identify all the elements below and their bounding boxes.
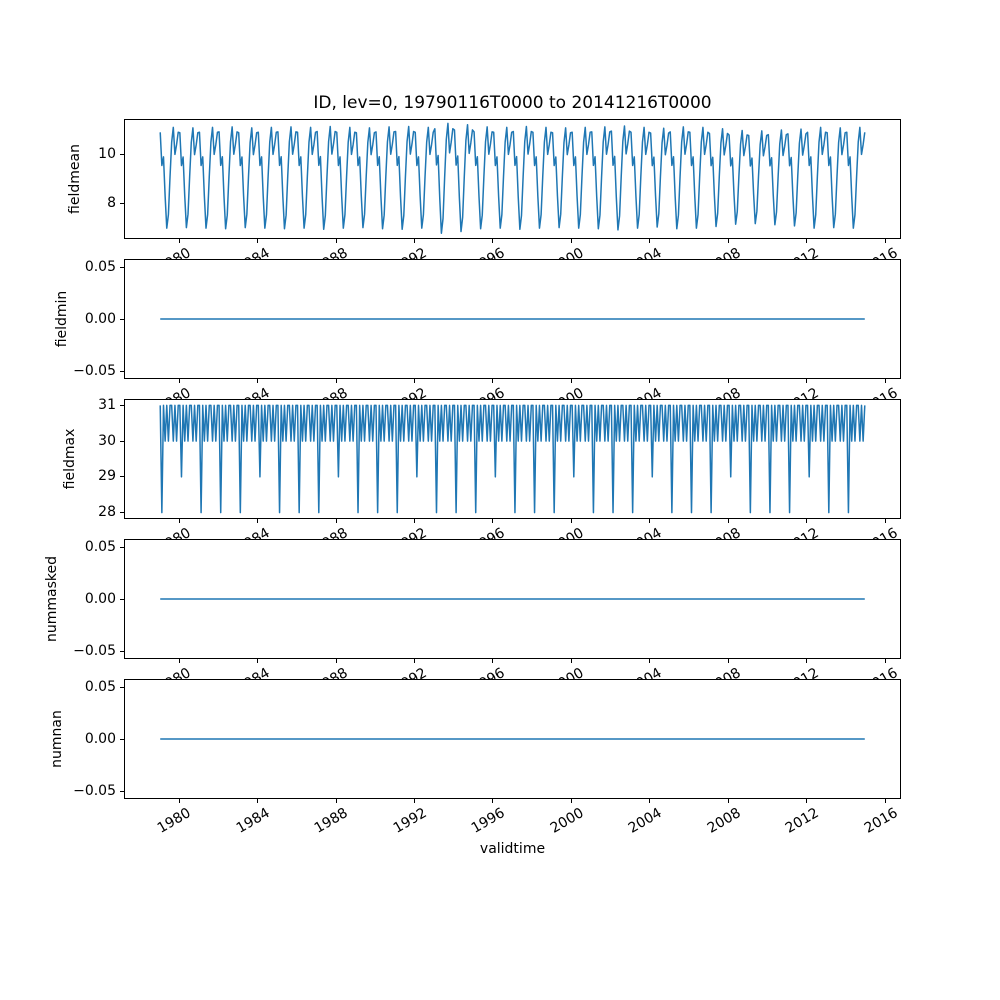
y-tick-mark [120, 318, 124, 320]
x-tick-mark [257, 379, 258, 383]
x-tick-mark [335, 379, 337, 383]
x-tick-mark [570, 659, 572, 663]
y-tick-label: −0.05 [73, 642, 116, 659]
panel-nummasked: −0.050.000.05 19801984198819921996200020… [44, 539, 901, 697]
x-tick-mark [727, 239, 729, 243]
x-tick-mark [257, 799, 258, 803]
x-tick-mark [806, 519, 808, 523]
y-tick-label: 0.00 [84, 730, 116, 747]
y-tick-label: 0.05 [84, 538, 116, 555]
y-tick-mark [120, 512, 124, 514]
x-axis-label: validtime [479, 841, 546, 857]
fieldmax-polyline [159, 404, 866, 514]
fieldmean-line-series [159, 122, 866, 235]
x-tick-mark [649, 519, 651, 523]
x-tick-mark [649, 799, 651, 803]
nummasked-line-series [160, 598, 865, 600]
y-tick-label: 29 [98, 468, 116, 485]
x-tick-mark [570, 519, 572, 523]
x-tick-mark [649, 379, 651, 383]
y-tick-mark [120, 790, 124, 792]
x-tick-mark [884, 799, 886, 803]
x-tick-mark [492, 379, 494, 383]
x-tick-mark [178, 519, 180, 523]
x-tick-mark [413, 659, 415, 663]
y-tick-mark [120, 153, 124, 155]
x-tick-mark [806, 239, 808, 243]
y-tick-label: 0.00 [84, 590, 116, 607]
x-tick-mark [727, 799, 729, 803]
y-tick-mark [120, 738, 124, 740]
y-tick-label: 8 [107, 195, 116, 212]
x-tick-label: 2016 [861, 805, 901, 837]
x-tick-mark [178, 379, 180, 383]
x-tick-mark [884, 519, 886, 523]
x-tick-mark [335, 659, 337, 663]
x-tick-mark [727, 519, 729, 523]
panel-fieldmin: −0.050.000.05 19801984198819921996200020… [54, 259, 901, 417]
x-tick-mark [570, 239, 572, 243]
y-tick-mark [120, 686, 124, 688]
fieldmin-line-series [160, 318, 865, 320]
x-tick-mark [806, 799, 808, 803]
x-tick-mark [570, 799, 572, 803]
fieldmean-polyline [159, 122, 866, 235]
panel-numnan: −0.05 0.00 0.05 1980 1984 1988 1992 1996 2000 20… [49, 678, 901, 837]
x-tick-mark [178, 239, 180, 243]
y-tick-mark [120, 266, 124, 268]
x-tick-mark [806, 659, 808, 663]
y-tick-mark [120, 546, 124, 548]
y-tick-label: 0.00 [84, 310, 116, 327]
x-tick-mark [570, 379, 572, 383]
fieldmax-line-series [159, 404, 866, 514]
x-tick-mark [178, 659, 180, 663]
y-tick-mark [120, 440, 124, 442]
y-tick-label: 28 [98, 504, 116, 521]
x-tick-mark [413, 799, 415, 803]
x-tick-mark [649, 659, 651, 663]
x-tick-mark [492, 239, 494, 243]
y-tick-label: −0.05 [73, 782, 116, 799]
x-tick-mark [257, 239, 258, 243]
figure-title: ID, lev=0, 19790116T0000 to 20141216T000… [313, 93, 712, 113]
x-tick-mark [884, 659, 886, 663]
y-tick-mark [120, 650, 124, 652]
y-tick-label: 30 [98, 432, 116, 449]
x-tick-mark [492, 799, 494, 803]
y-tick-label: −0.05 [73, 362, 116, 379]
x-tick-mark [335, 799, 337, 803]
y-tick-label: 0.05 [84, 258, 116, 275]
y-tick-mark [120, 598, 124, 600]
y-tick-label: 10 [98, 145, 116, 162]
x-tick-mark [806, 379, 808, 383]
x-tick-mark [413, 239, 415, 243]
x-tick-mark [335, 239, 337, 243]
y-tick-label: 31 [98, 396, 116, 413]
x-tick-mark [884, 239, 886, 243]
x-tick-mark [649, 239, 651, 243]
x-tick-mark [727, 379, 729, 383]
numnan-line-series [160, 738, 865, 740]
y-tick-mark [120, 404, 124, 406]
x-tick-mark [257, 519, 258, 523]
x-tick-mark [492, 519, 494, 523]
x-tick-mark [335, 519, 337, 523]
y-tick-mark [120, 370, 124, 372]
x-tick-mark [257, 659, 258, 663]
y-tick-mark [120, 476, 124, 478]
x-tick-mark [727, 659, 729, 663]
y-tick-mark [120, 203, 124, 205]
y-tick-label: 0.05 [84, 678, 116, 695]
panel-fieldmean: 810 198019841988199219962000200420082012… [67, 119, 901, 277]
x-tick-mark [413, 519, 415, 523]
x-tick-mark [884, 379, 886, 383]
x-tick-mark [492, 659, 494, 663]
x-tick-mark [413, 379, 415, 383]
x-tick-mark [178, 799, 180, 803]
